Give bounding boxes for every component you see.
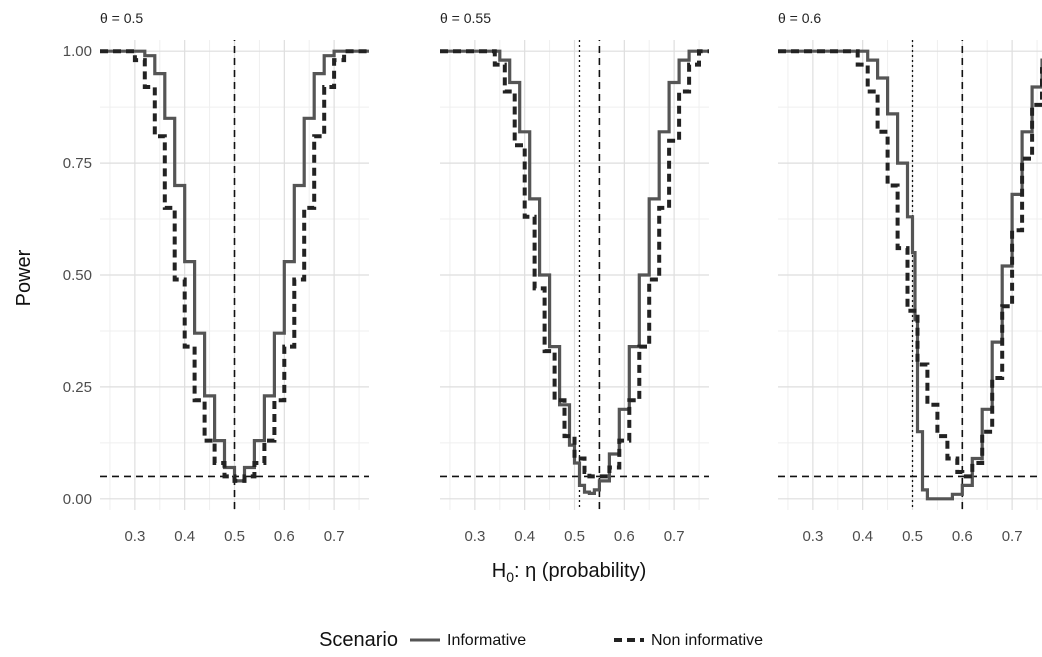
- facet-3-ref-lines: [778, 40, 1042, 510]
- facet-2-x-tick-0: 0.3: [464, 528, 485, 545]
- facet-3-series: [778, 49, 1042, 501]
- facet-3-series-informative: [778, 49, 1042, 501]
- legend-title: Scenario: [319, 629, 398, 651]
- x-axis-label-main: H: [492, 560, 506, 582]
- facet-2-x-tick-4: 0.7: [664, 528, 685, 545]
- facet-1-series: [100, 49, 369, 483]
- y-tick-2: 0.50: [63, 267, 92, 284]
- y-axis-label: Power: [13, 249, 35, 306]
- facet-1-x-tick-2: 0.5: [224, 528, 245, 545]
- facet-2-x-ticks: 0.3 0.4 0.5 0.6 0.7: [464, 528, 684, 545]
- facet-panel-3: 0.3 0.4 0.5 0.6 0.7 θ = 0.6: [778, 10, 1042, 545]
- facet-2-series-non-informative: [440, 49, 709, 479]
- x-axis-label: H0: η (probability): [492, 560, 647, 585]
- legend-label-informative: Informative: [447, 632, 526, 649]
- facet-2-series: [440, 49, 709, 495]
- facet-2-x-tick-3: 0.6: [614, 528, 635, 545]
- facet-1-title: θ = 0.5: [100, 10, 143, 26]
- facet-1-series-non-informative: [100, 49, 369, 483]
- facet-1-x-tick-0: 0.3: [124, 528, 145, 545]
- facet-1-x-tick-3: 0.6: [274, 528, 295, 545]
- facet-3-x-tick-2: 0.5: [902, 528, 923, 545]
- facet-3-x-ticks: 0.3 0.4 0.5 0.6 0.7: [802, 528, 1022, 545]
- facet-panel-1: 0.3 0.4 0.5 0.6 0.7 θ = 0.5: [100, 10, 369, 545]
- facet-2-series-informative: [440, 49, 709, 495]
- facet-3-x-tick-1: 0.4: [852, 528, 873, 545]
- facet-3-x-tick-4: 0.7: [1002, 528, 1023, 545]
- y-tick-3: 0.75: [63, 155, 92, 172]
- facet-panel-2: 0.3 0.4 0.5 0.6 0.7 θ = 0.55: [440, 10, 709, 545]
- facet-3-x-tick-3: 0.6: [952, 528, 973, 545]
- facet-2-title: θ = 0.55: [440, 10, 491, 26]
- facet-2-x-tick-2: 0.5: [564, 528, 585, 545]
- legend: Scenario Informative Non informative: [319, 629, 763, 651]
- legend-label-non-informative: Non informative: [651, 632, 763, 649]
- facet-1-x-tick-1: 0.4: [174, 528, 195, 545]
- facet-1-x-tick-4: 0.7: [324, 528, 345, 545]
- facet-2-ref-lines: [440, 40, 709, 510]
- y-axis-ticks: 0.00 0.25 0.50 0.75 1.00: [63, 43, 92, 508]
- facet-3-title: θ = 0.6: [778, 10, 821, 26]
- x-axis-label-rest: : η (probability): [514, 560, 646, 582]
- facet-3-series-non-informative: [778, 49, 1042, 479]
- facet-1-x-ticks: 0.3 0.4 0.5 0.6 0.7: [124, 528, 344, 545]
- x-axis-label-subscript: 0: [506, 569, 514, 585]
- y-tick-1: 0.25: [63, 379, 92, 396]
- y-tick-0: 0.00: [63, 491, 92, 508]
- y-tick-4: 1.00: [63, 43, 92, 60]
- facet-3-x-tick-0: 0.3: [802, 528, 823, 545]
- facet-2-x-tick-1: 0.4: [514, 528, 535, 545]
